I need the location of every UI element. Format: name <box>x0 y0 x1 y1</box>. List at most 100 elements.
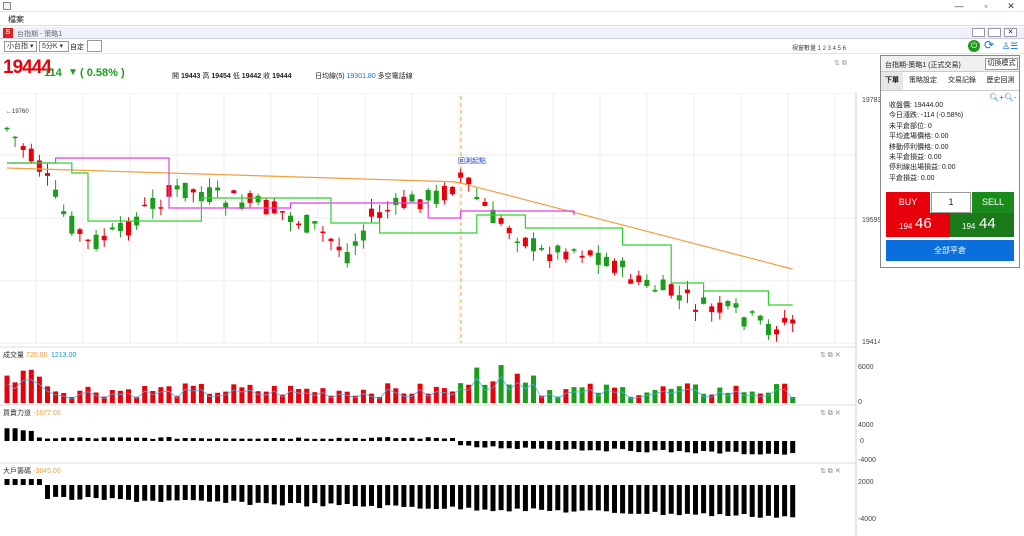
volume-bar <box>360 389 366 403</box>
volume-bar <box>620 387 626 403</box>
candle <box>69 215 75 234</box>
power-bar <box>223 438 229 441</box>
s-logo-icon: S <box>3 28 13 38</box>
chart-settings-icon[interactable]: ⇅ ⧉ <box>834 60 847 67</box>
big-bar <box>377 485 383 509</box>
period-select[interactable]: 5分K ▾ <box>39 41 69 52</box>
volume-bar <box>693 384 698 403</box>
sell-price-button[interactable]: 194 44 <box>950 213 1014 237</box>
sell-button[interactable]: SELL <box>972 192 1014 213</box>
power-bar <box>417 438 423 441</box>
power-bar <box>458 441 464 446</box>
power-panel-controls-icon[interactable]: ⇅ ⧉ ✕ <box>820 410 841 417</box>
tab-order[interactable]: 下單 <box>881 72 903 90</box>
volume-bar <box>134 396 140 403</box>
switch-mode-button[interactable]: 切換模式 <box>985 58 1018 70</box>
candle <box>377 212 383 218</box>
candle <box>215 187 221 191</box>
candle <box>547 254 553 261</box>
candle <box>514 241 520 244</box>
power-bar <box>296 437 302 441</box>
candle <box>231 190 237 194</box>
power-bar <box>571 441 577 449</box>
candle <box>344 252 350 264</box>
power-bar <box>652 441 658 451</box>
power-bar <box>684 441 690 453</box>
power-bar <box>782 441 788 455</box>
buy-button[interactable]: BUY <box>886 192 930 213</box>
maximize-icon[interactable]: ▫ <box>984 1 988 11</box>
minimize-icon[interactable]: — <box>954 1 964 11</box>
power-bar <box>749 441 755 455</box>
user-list-icon[interactable]: ♙☰ <box>1002 41 1019 51</box>
candle <box>506 227 512 234</box>
power-bar <box>166 437 172 441</box>
custom-input[interactable] <box>87 40 102 52</box>
power-bar <box>628 441 634 451</box>
volume-panel-controls-icon[interactable]: ⇅ ⧉ ✕ <box>820 352 841 359</box>
big-bar <box>20 479 26 485</box>
candle <box>458 172 464 178</box>
inner-window-bar: S 台指期 - 策略1 ✕ <box>0 27 1024 39</box>
big-bar <box>522 485 528 512</box>
big-bar <box>150 485 156 501</box>
power-bar <box>790 441 796 454</box>
candle <box>182 182 188 199</box>
candle <box>255 195 261 203</box>
volume-bar <box>409 393 415 403</box>
marker-19760: ←19760 <box>6 109 29 115</box>
volume-bar <box>28 369 34 403</box>
big-bar <box>571 485 577 512</box>
candle <box>101 235 107 241</box>
buy-price-button[interactable]: 194 46 <box>886 213 950 237</box>
low-value: 19442 <box>241 73 262 80</box>
inner-restore-icon[interactable] <box>988 28 1001 37</box>
info-trailing-stop: 移動停利價格: 0.00 <box>889 143 949 151</box>
symbol-select[interactable]: 小台指 ▾ <box>4 41 37 52</box>
candle <box>12 136 18 139</box>
big-bar <box>393 485 399 506</box>
candle <box>749 311 755 313</box>
zoom-icons[interactable]: 🔍︎+🔍︎- <box>989 93 1017 102</box>
candle <box>36 160 42 172</box>
big-bar <box>4 479 10 485</box>
inner-close-icon[interactable]: ✕ <box>1004 28 1017 37</box>
big-bar <box>271 485 277 505</box>
close-icon[interactable]: ✕ <box>1007 1 1015 11</box>
power-bar <box>239 438 245 441</box>
refresh-icon[interactable]: ⟳ <box>984 38 995 52</box>
power-bar <box>182 438 188 441</box>
big-panel-controls-icon[interactable]: ⇅ ⧉ ✕ <box>820 468 841 475</box>
menu-file[interactable]: 檔案 <box>8 15 24 24</box>
volume-bar <box>514 373 520 403</box>
big-bar <box>482 485 488 510</box>
tab-trades[interactable]: 交易記錄 <box>948 77 976 84</box>
big-bar <box>93 485 99 499</box>
quantity-input[interactable]: 1 <box>931 192 971 213</box>
power-bar <box>555 441 561 451</box>
view-count[interactable]: 視窗數量 1 2 3 4 5 6 <box>792 46 847 52</box>
big-bar <box>458 485 464 510</box>
candle <box>369 208 374 217</box>
candle <box>652 289 658 292</box>
inner-minimize-icon[interactable] <box>972 28 985 37</box>
volume-bar <box>612 387 617 403</box>
power-bar <box>45 438 50 441</box>
candle <box>433 190 439 204</box>
high-label: 高 <box>202 73 210 80</box>
power-icon[interactable]: ⏻ <box>968 40 980 52</box>
power-bar <box>85 437 91 441</box>
sell-price-big: 44 <box>979 215 996 232</box>
power-bar <box>490 441 496 447</box>
big-bar <box>312 485 318 504</box>
power-bar <box>344 438 350 441</box>
volume-bar <box>279 394 285 403</box>
candle <box>450 187 455 195</box>
close-all-button[interactable]: 全部平倉 <box>886 240 1014 261</box>
volume-bar <box>320 388 326 403</box>
tab-backtest[interactable]: 歷史回測 <box>986 77 1015 84</box>
big-bar <box>506 485 512 512</box>
volume-bar <box>344 391 350 403</box>
big-bar <box>514 485 520 509</box>
tab-strategy[interactable]: 策略設定 <box>909 77 937 84</box>
